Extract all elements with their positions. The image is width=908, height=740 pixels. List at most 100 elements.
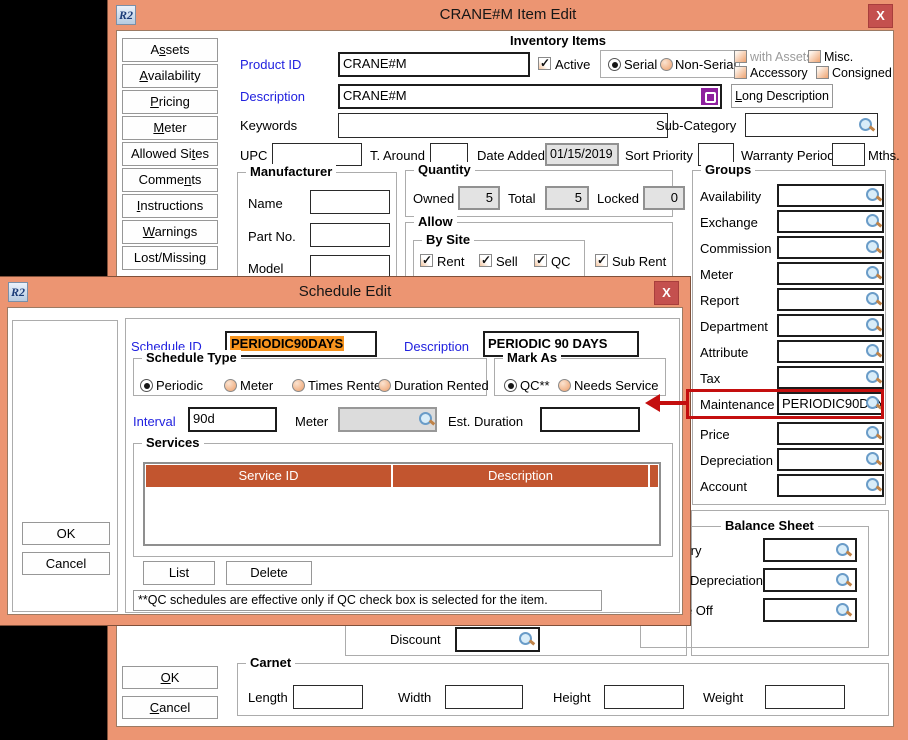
item-edit-cancel-button[interactable]: Cancel [122,696,218,719]
long-description-button[interactable]: Long Description [731,84,833,108]
group-meter-field[interactable] [777,262,884,285]
non-serial-radio[interactable] [660,58,673,71]
interval-field[interactable]: 90d [188,407,277,432]
schedule-cancel-button[interactable]: Cancel [22,552,110,575]
discount-lookup-icon[interactable] [518,631,534,647]
sub-category-label: Sub-Category [656,118,737,133]
sidebar-button-assets[interactable]: Assets [122,38,218,62]
group-report-lookup-icon[interactable] [865,291,881,307]
group-availability-lookup-icon[interactable] [865,187,881,203]
meter-lookup-icon[interactable] [418,411,434,427]
sidebar-button-comments[interactable]: Comments [122,168,218,192]
qc-radio[interactable] [504,379,517,392]
active-checkbox[interactable] [538,56,551,70]
group-attribute-lookup-icon[interactable] [865,343,881,359]
part-no-field[interactable] [310,223,390,247]
group-report-field[interactable] [777,288,884,311]
group-tax-label: Tax [700,371,721,386]
height-field[interactable] [604,685,684,709]
group-tax-field[interactable] [777,366,884,389]
keywords-field[interactable] [338,113,668,138]
model-label: Model [248,261,284,276]
mark-as-title: Mark As [503,350,562,365]
schedule-edit-dialog: R2 Schedule Edit X OK Cancel Schedule ID… [0,277,690,625]
bs-write-off-lookup-icon[interactable] [835,602,851,618]
group-availability-field[interactable] [777,184,884,207]
periodic-radio[interactable] [140,379,153,392]
width-field[interactable] [445,685,523,709]
mark-as-group-box: Mark As [494,350,666,396]
sidebar-button-availability[interactable]: Availability [122,64,218,88]
bs-depreciation-lookup-icon[interactable] [835,572,851,588]
description-field[interactable]: CRANE#M [338,84,722,109]
group-commission-lookup-icon[interactable] [865,239,881,255]
group-department-lookup-icon[interactable] [865,317,881,333]
delete-button[interactable]: Delete [226,561,312,585]
product-id-label: Product ID [240,57,302,72]
manufacturer-name-field[interactable] [310,190,390,214]
group-depreciation-lookup-icon[interactable] [865,451,881,467]
group-maintenance-field[interactable]: PERIODIC90DAYS [777,392,884,415]
misc-checkbox[interactable] [808,50,821,63]
long-description-icon[interactable] [701,88,718,105]
rent-checkbox[interactable] [420,253,433,267]
schedule-description-field[interactable]: PERIODIC 90 DAYS [483,331,639,357]
t-around-label: T. Around [370,148,425,163]
sidebar-button-allowed-sites[interactable]: Allowed Sites [122,142,218,166]
length-field[interactable] [293,685,363,709]
product-id-field[interactable]: CRANE#M [338,52,530,77]
sub-rent-checkbox[interactable] [595,253,608,267]
bs-inventory-lookup-icon[interactable] [835,542,851,558]
group-meter-lookup-icon[interactable] [865,265,881,281]
needs-service-radio[interactable] [558,379,571,392]
sell-checkbox[interactable] [479,253,492,267]
services-title: Services [142,435,204,450]
est-duration-label: Est. Duration [448,414,524,429]
group-account-field[interactable] [777,474,884,497]
sub-category-field[interactable] [745,113,878,137]
duration-rented-radio[interactable] [378,379,391,392]
locked-label: Locked [597,191,639,206]
misc-label: Misc. [824,50,854,64]
group-price-field[interactable] [777,422,884,445]
sub-category-lookup-icon[interactable] [858,117,874,133]
times-rented-radio[interactable] [292,379,305,392]
group-maintenance-lookup-icon[interactable] [865,395,881,411]
schedule-type-title: Schedule Type [142,350,241,365]
sidebar-button-lost-missing[interactable]: Lost/Missing [122,246,218,270]
consigned-checkbox[interactable] [816,66,829,79]
group-commission-field[interactable] [777,236,884,259]
group-tax-lookup-icon[interactable] [865,369,881,385]
meter-type-radio[interactable] [224,379,237,392]
active-label: Active [555,57,591,72]
accessory-checkbox[interactable] [734,66,747,79]
est-duration-field[interactable] [540,407,640,432]
sidebar-button-meter[interactable]: Meter [122,116,218,140]
sidebar-button-pricing[interactable]: Pricing [122,90,218,114]
serial-radio[interactable] [608,58,621,71]
annotation-arrow-head-icon [645,394,660,412]
group-account-lookup-icon[interactable] [865,477,881,493]
needs-service-label: Needs Service [574,378,659,393]
sell-label: Sell [496,254,518,269]
group-depreciation-field[interactable] [777,448,884,471]
list-button[interactable]: List [143,561,215,585]
model-field[interactable] [310,255,390,279]
schedule-id-field[interactable]: PERIODIC90DAYS [225,331,377,357]
schedule-edit-close-icon[interactable]: X [654,281,679,305]
group-department-field[interactable] [777,314,884,337]
services-table[interactable]: Service ID Description [143,462,661,546]
item-edit-close-icon[interactable]: X [868,4,893,28]
item-edit-ok-button[interactable]: OK [122,666,218,689]
group-price-lookup-icon[interactable] [865,425,881,441]
group-exchange-field[interactable] [777,210,884,233]
qc-checkbox[interactable] [534,253,547,267]
sidebar-button-warnings[interactable]: Warnings [122,220,218,244]
upc-field[interactable] [272,143,362,166]
warranty-period-field[interactable] [832,143,865,166]
schedule-ok-button[interactable]: OK [22,522,110,545]
sidebar-button-instructions[interactable]: Instructions [122,194,218,218]
group-attribute-field[interactable] [777,340,884,363]
group-exchange-lookup-icon[interactable] [865,213,881,229]
weight-field[interactable] [765,685,845,709]
